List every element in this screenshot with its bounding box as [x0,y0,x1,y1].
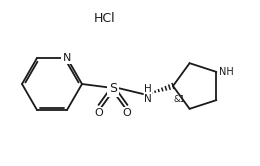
Text: NH: NH [219,67,234,77]
Text: S: S [109,82,117,94]
Text: H
N: H N [144,84,152,104]
Text: O: O [123,108,131,118]
Text: O: O [95,108,103,118]
Text: HCl: HCl [94,11,116,25]
Text: N: N [63,53,71,63]
Text: &1: &1 [174,95,186,104]
